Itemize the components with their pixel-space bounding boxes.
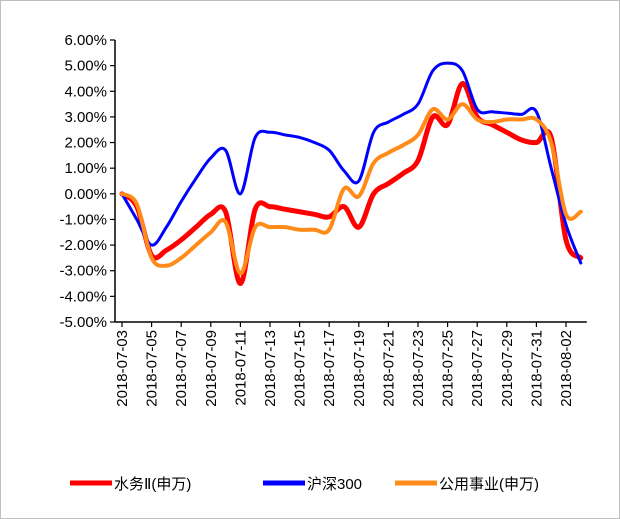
x-tick-label: 2018-08-02 <box>558 330 575 407</box>
y-tick-label: -2.00% <box>59 237 107 254</box>
y-tick-label: 6.00% <box>64 32 107 49</box>
legend-label: 水务Ⅱ(申万) <box>114 476 191 493</box>
y-tick-label: -4.00% <box>59 288 107 305</box>
x-tick-label: 2018-07-23 <box>410 330 427 407</box>
x-tick-label: 2018-07-13 <box>262 330 279 407</box>
x-tick-label: 2018-07-29 <box>499 330 516 407</box>
x-tick-label: 2018-07-15 <box>292 330 309 407</box>
x-tick-label: 2018-07-07 <box>173 330 190 407</box>
series-line <box>119 81 584 287</box>
y-tick-label: 1.00% <box>64 160 107 177</box>
x-tick-label: 2018-07-25 <box>440 330 457 407</box>
x-tick-label: 2018-07-09 <box>203 330 220 407</box>
legend-item: 水务Ⅱ(申万) <box>70 476 191 493</box>
series-line <box>120 61 583 265</box>
y-tick-label: 0.00% <box>64 186 107 203</box>
y-tick-label: 2.00% <box>64 135 107 152</box>
series-line <box>120 102 583 276</box>
y-tick-label: 4.00% <box>64 83 107 100</box>
x-tick-label: 2018-07-31 <box>528 330 545 407</box>
x-tick-label: 2018-07-19 <box>351 330 368 407</box>
x-tick-label: 2018-07-11 <box>232 330 249 406</box>
x-tick-label: 2018-07-05 <box>144 330 161 407</box>
x-tick-label: 2018-07-03 <box>114 330 131 407</box>
legend-label: 沪深300 <box>307 476 362 493</box>
y-tick-label: -1.00% <box>59 211 107 228</box>
legend-item: 公用事业(申万) <box>395 476 539 493</box>
y-tick-label: 5.00% <box>64 58 107 75</box>
legend-label: 公用事业(申万) <box>439 476 539 493</box>
y-tick-label: 3.00% <box>64 109 107 126</box>
legend-item: 沪深300 <box>263 476 362 493</box>
y-tick-label: -5.00% <box>59 314 107 331</box>
x-tick-label: 2018-07-17 <box>321 330 338 407</box>
y-tick-label: -3.00% <box>59 263 107 280</box>
x-tick-label: 2018-07-21 <box>380 330 397 407</box>
x-tick-label: 2018-07-27 <box>469 330 486 407</box>
